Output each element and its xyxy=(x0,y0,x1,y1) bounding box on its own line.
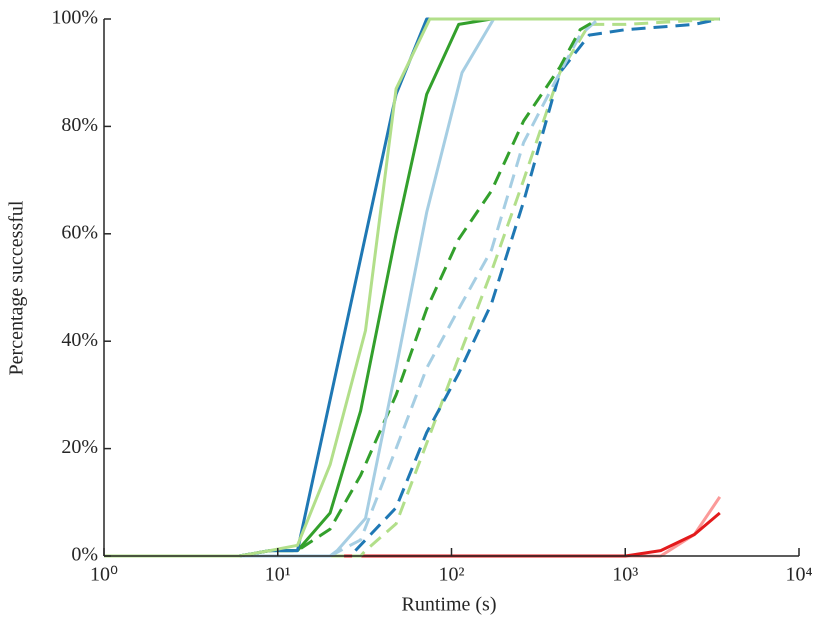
y-axis-label: Percentage successful xyxy=(6,200,28,375)
y-tick-label: 0% xyxy=(71,544,98,566)
x-tick-label: 10⁰ xyxy=(90,564,118,586)
x-tick-label: 10² xyxy=(439,564,465,586)
y-tick-label: 100% xyxy=(51,7,98,29)
y-tick-label: 60% xyxy=(61,221,98,243)
series-line xyxy=(329,17,720,558)
series-line xyxy=(104,17,720,558)
series-line xyxy=(104,17,720,558)
x-tick-label: 10⁴ xyxy=(786,564,813,586)
y-tick-label: 40% xyxy=(61,329,98,351)
x-axis-label: Runtime (s) xyxy=(402,594,497,616)
x-tick-label: 10¹ xyxy=(265,564,291,586)
y-tick-label: 20% xyxy=(61,436,98,458)
series-line xyxy=(104,496,722,558)
x-tick-label: 10³ xyxy=(612,564,638,586)
series-line xyxy=(104,511,721,558)
series-line xyxy=(104,17,720,558)
series-line xyxy=(354,17,721,552)
series-line xyxy=(330,17,720,558)
y-tick-label: 80% xyxy=(61,114,98,136)
